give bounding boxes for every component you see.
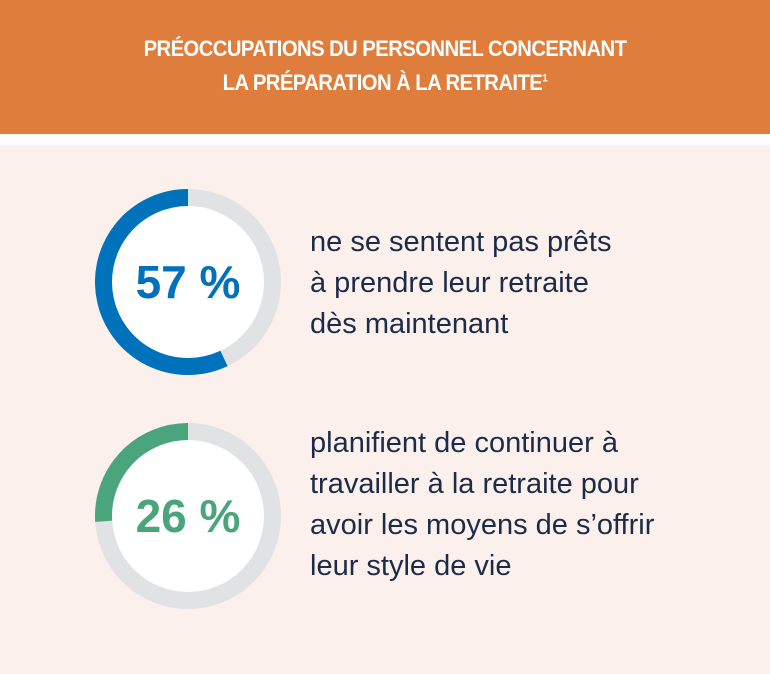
title-line-1: PRÉOCCUPATIONS DU PERSONNEL CONCERNANT xyxy=(143,36,627,61)
donut-chart-26 xyxy=(95,423,281,609)
donut-value-arc xyxy=(95,189,228,375)
percent-label: 26 % xyxy=(135,490,241,542)
description-line: ne se sentent pas prêts xyxy=(310,226,612,258)
divider xyxy=(0,134,770,145)
footnote-marker: 1 xyxy=(542,72,548,85)
title-line-2: LA PRÉPARATION À LA RETRAITE1 xyxy=(31,70,739,96)
title-text: LA PRÉPARATION À LA RETRAITE xyxy=(222,70,543,95)
percent-label: 57 % xyxy=(135,256,241,308)
description-line: leur style de vie xyxy=(310,550,512,582)
description-line: dès maintenant xyxy=(310,308,509,340)
stat-description: ne se sentent pas prêts à prendre leur r… xyxy=(310,222,611,345)
stat-description: planifient de continuer à travailler à l… xyxy=(310,423,654,587)
header-banner: PRÉOCCUPATIONS DU PERSONNEL CONCERNANT L… xyxy=(0,0,770,134)
description-line: avoir les moyens de s’offrir xyxy=(310,509,655,541)
description-line: planifient de continuer à xyxy=(310,427,618,459)
donut-chart-57 xyxy=(95,189,281,375)
description-line: travailler à la retraite pour xyxy=(310,468,639,500)
donut-value-arc xyxy=(95,423,189,522)
description-line: à prendre leur retraite xyxy=(310,267,589,299)
